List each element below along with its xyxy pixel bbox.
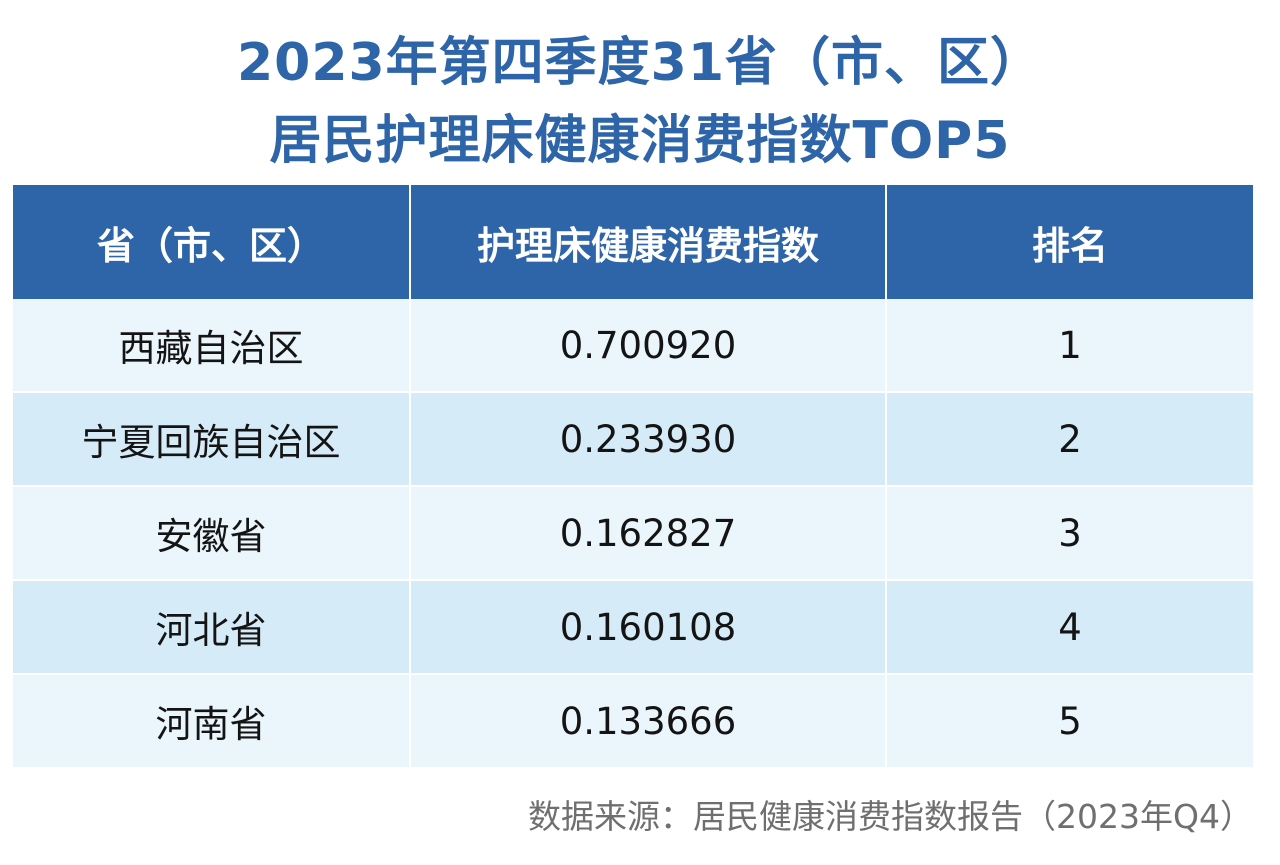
column-header-province: 省（市、区） — [13, 185, 411, 299]
index-value-cell: 0.162827 — [410, 486, 887, 581]
column-header-index: 护理床健康消费指数 — [410, 185, 887, 299]
rank-cell: 1 — [886, 299, 1253, 393]
source-note: 数据来源：居民健康消费指数报告（2023年Q4） — [528, 797, 1253, 836]
province-cell: 西藏自治区 — [13, 299, 411, 393]
index-value-cell: 0.700920 — [410, 299, 887, 393]
title-line-2: 居民护理床健康消费指数TOP5 — [269, 111, 1011, 171]
table-row: 河南省 0.133666 5 — [13, 674, 1253, 769]
table-header-row: 省（市、区） 护理床健康消费指数 排名 — [13, 185, 1253, 299]
province-cell: 河南省 — [13, 674, 411, 769]
index-value-cell: 0.233930 — [410, 392, 887, 487]
table-row: 安徽省 0.162827 3 — [13, 486, 1253, 581]
rank-cell: 3 — [886, 486, 1253, 581]
province-cell: 宁夏回族自治区 — [13, 392, 411, 487]
table-row: 宁夏回族自治区 0.233930 2 — [13, 392, 1253, 487]
province-cell: 安徽省 — [13, 486, 411, 581]
ranking-table: 省（市、区） 护理床健康消费指数 排名 西藏自治区 0.700920 1 宁夏回… — [13, 185, 1253, 769]
rank-cell: 4 — [886, 580, 1253, 675]
column-header-rank: 排名 — [886, 185, 1253, 299]
province-cell: 河北省 — [13, 580, 411, 675]
index-value-cell: 0.133666 — [410, 674, 887, 769]
title-line-1: 2023年第四季度31省（市、区） — [236, 33, 1044, 93]
table-row: 河北省 0.160108 4 — [13, 580, 1253, 675]
rank-cell: 2 — [886, 392, 1253, 487]
table-row: 西藏自治区 0.700920 1 — [13, 299, 1253, 393]
rank-cell: 5 — [886, 674, 1253, 769]
index-value-cell: 0.160108 — [410, 580, 887, 675]
chart-title: 2023年第四季度31省（市、区） 居民护理床健康消费指数TOP5 — [0, 24, 1280, 180]
